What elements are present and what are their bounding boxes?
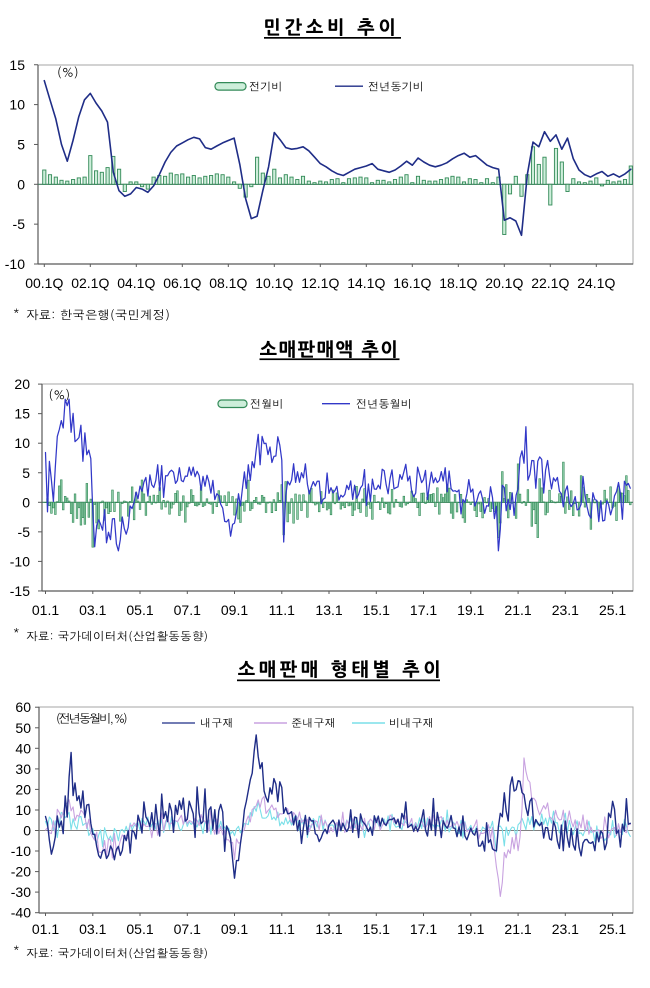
svg-text:14.1Q: 14.1Q	[347, 275, 385, 291]
svg-text:25.1: 25.1	[599, 921, 626, 937]
svg-text:05.1: 05.1	[126, 602, 153, 618]
svg-text:-10: -10	[5, 256, 25, 272]
svg-text:0: 0	[22, 494, 30, 510]
svg-text:13.1: 13.1	[315, 602, 342, 618]
svg-text:15.1: 15.1	[363, 921, 390, 937]
svg-text:0: 0	[23, 823, 31, 839]
svg-text:06.1Q: 06.1Q	[163, 275, 201, 291]
svg-text:05.1: 05.1	[126, 921, 153, 937]
svg-text:10.1Q: 10.1Q	[255, 275, 293, 291]
svg-text:10: 10	[15, 802, 31, 818]
svg-text:22.1Q: 22.1Q	[531, 275, 569, 291]
svg-text:-5: -5	[13, 216, 26, 232]
svg-text:19.1: 19.1	[457, 921, 484, 937]
svg-text:09.1: 09.1	[221, 602, 248, 618]
svg-text:11.1: 11.1	[269, 602, 295, 618]
svg-text:0: 0	[17, 176, 25, 192]
svg-text:50: 50	[15, 720, 31, 736]
svg-text:18.1Q: 18.1Q	[439, 275, 477, 291]
svg-text:07.1: 07.1	[174, 921, 201, 937]
svg-text:01.1: 01.1	[32, 921, 59, 937]
svg-text:24.1Q: 24.1Q	[577, 275, 615, 291]
svg-text:25.1: 25.1	[599, 602, 626, 618]
svg-text:12.1Q: 12.1Q	[301, 275, 339, 291]
svg-text:13.1: 13.1	[315, 921, 342, 937]
svg-text:21.1: 21.1	[504, 921, 531, 937]
svg-text:15: 15	[9, 57, 25, 73]
svg-text:-40: -40	[11, 905, 31, 921]
svg-text:15: 15	[14, 406, 30, 422]
svg-text:-15: -15	[10, 583, 30, 599]
svg-text:20: 20	[15, 781, 31, 797]
svg-text:17.1: 17.1	[410, 921, 437, 937]
svg-text:23.1: 23.1	[552, 921, 579, 937]
svg-text:-5: -5	[18, 524, 31, 540]
svg-text:00.1Q: 00.1Q	[25, 275, 63, 291]
svg-text:20: 20	[14, 376, 30, 392]
svg-text:03.1: 03.1	[79, 602, 106, 618]
svg-text:5: 5	[22, 465, 30, 481]
svg-text:60: 60	[15, 699, 31, 715]
svg-text:17.1: 17.1	[410, 602, 437, 618]
svg-text:07.1: 07.1	[174, 602, 201, 618]
svg-text:02.1Q: 02.1Q	[71, 275, 109, 291]
svg-text:5: 5	[17, 136, 25, 152]
svg-text:10: 10	[14, 435, 30, 451]
svg-text:15.1: 15.1	[363, 602, 390, 618]
svg-text:30: 30	[15, 761, 31, 777]
svg-text:11.1: 11.1	[269, 921, 295, 937]
svg-text:16.1Q: 16.1Q	[393, 275, 431, 291]
svg-text:01.1: 01.1	[32, 602, 59, 618]
svg-text:40: 40	[15, 740, 31, 756]
svg-text:-30: -30	[11, 884, 31, 900]
svg-text:19.1: 19.1	[457, 602, 484, 618]
svg-text:03.1: 03.1	[79, 921, 106, 937]
svg-text:-10: -10	[11, 843, 31, 859]
svg-text:09.1: 09.1	[221, 921, 248, 937]
svg-text:20.1Q: 20.1Q	[485, 275, 523, 291]
svg-text:21.1: 21.1	[504, 602, 531, 618]
svg-text:04.1Q: 04.1Q	[117, 275, 155, 291]
svg-text:-10: -10	[10, 553, 30, 569]
svg-text:08.1Q: 08.1Q	[209, 275, 247, 291]
svg-text:10: 10	[9, 97, 25, 113]
svg-text:23.1: 23.1	[552, 602, 579, 618]
svg-text:-20: -20	[11, 864, 31, 880]
